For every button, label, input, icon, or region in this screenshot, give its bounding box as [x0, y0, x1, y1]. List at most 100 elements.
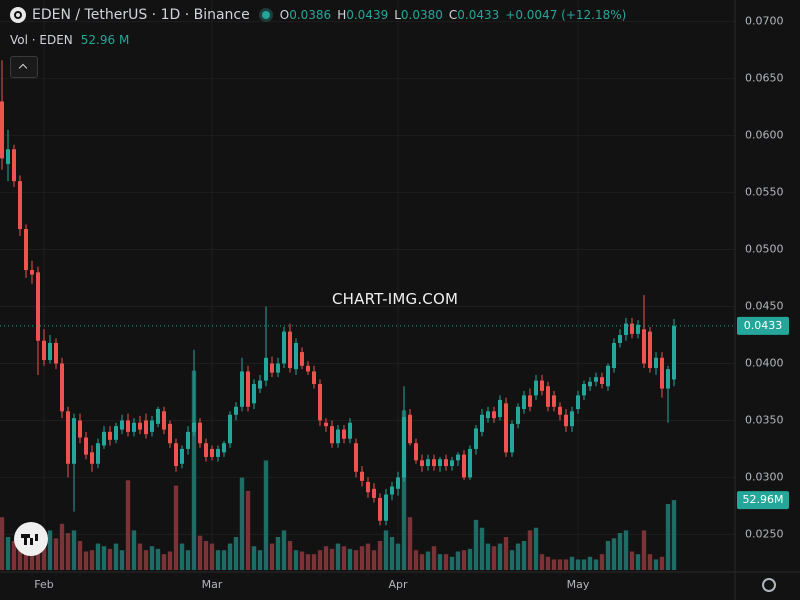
volume-bar: [71, 530, 77, 570]
candle-body: [210, 448, 214, 457]
volume-bar: [371, 550, 377, 570]
change-value: +0.0047 (+12.18%): [505, 8, 627, 22]
x-tick-label: May: [567, 578, 590, 591]
volume-bar: [299, 551, 305, 570]
candle-body: [588, 381, 592, 387]
candle-body: [198, 422, 202, 444]
candle-body: [168, 423, 172, 444]
candle-body: [12, 149, 16, 182]
candle-body: [366, 481, 370, 493]
volume-value: 52.96 M: [80, 33, 130, 47]
candle-body: [504, 403, 508, 453]
candle-body: [528, 395, 532, 407]
volume-bar: [239, 477, 245, 570]
volume-bar: [221, 550, 227, 570]
y-tick-label: 0.0600: [745, 129, 784, 142]
volume-bar: [575, 559, 581, 570]
candle-body: [84, 437, 88, 455]
candle-body: [294, 342, 298, 370]
volume-bar: [485, 543, 491, 570]
volume-bar: [437, 554, 443, 570]
candle-body: [642, 329, 646, 364]
candle-body: [192, 422, 196, 432]
volume-bar: [407, 517, 413, 570]
last-price-label: 0.0433: [744, 319, 783, 332]
volume-bar: [53, 538, 59, 570]
volume-bar: [665, 504, 671, 570]
volume-bar: [341, 546, 347, 570]
candle-body: [204, 443, 208, 457]
candle-body: [42, 340, 46, 361]
candle-body: [336, 429, 340, 444]
volume-bar: [137, 543, 143, 570]
candle-body: [624, 323, 628, 335]
y-tick-label: 0.0700: [745, 15, 784, 28]
volume-bar: [653, 559, 659, 570]
candle-body: [258, 380, 262, 389]
volume-bar: [179, 543, 185, 570]
candle-body: [666, 369, 670, 389]
candle-body: [456, 454, 460, 461]
candle-body: [54, 342, 58, 364]
candle-body: [318, 383, 322, 421]
volume-bar: [641, 530, 647, 570]
candle-body: [324, 422, 328, 427]
tradingview-logo[interactable]: [14, 522, 48, 556]
candle-body: [372, 488, 376, 498]
candle-body: [132, 422, 136, 432]
volume-bar: [29, 543, 35, 570]
candle-body: [444, 459, 448, 467]
volume-bar: [509, 550, 515, 570]
candle-body: [654, 357, 658, 369]
volume-bar: [41, 533, 47, 570]
close-value: 0.0433: [457, 8, 500, 22]
candle-body: [222, 443, 226, 453]
candle-body: [534, 380, 538, 396]
candle-body: [348, 422, 352, 439]
y-tick-label: 0.0650: [745, 72, 784, 85]
collapse-button[interactable]: [10, 56, 38, 78]
volume-bar: [353, 550, 359, 570]
candle-body: [606, 365, 610, 387]
volume-bar: [155, 548, 161, 570]
settings-button[interactable]: [762, 578, 776, 592]
volume-bar: [347, 548, 353, 570]
volume-bar: [605, 540, 611, 570]
volume-bar: [233, 537, 239, 570]
volume-bar: [401, 410, 407, 570]
volume-bar: [167, 551, 173, 570]
volume-bar: [143, 550, 149, 570]
candle-body: [24, 229, 28, 271]
volume-bar: [209, 543, 215, 570]
candle-body: [492, 411, 496, 419]
volume-bar: [5, 537, 11, 570]
volume-bar: [11, 540, 17, 570]
candle-body: [378, 497, 382, 521]
volume-bar: [551, 559, 557, 570]
candle-body: [618, 334, 622, 343]
volume-bar: [125, 480, 131, 570]
candle-body: [660, 357, 664, 389]
candle-body: [276, 363, 280, 373]
candle-body: [600, 377, 604, 384]
candle-body: [300, 352, 304, 366]
volume-bar: [659, 556, 665, 570]
symbol-title: EDEN / TetherUS · 1D · Binance: [32, 7, 250, 23]
candle-body: [426, 459, 430, 467]
candle-body: [396, 477, 400, 489]
candle-body: [648, 331, 652, 369]
volume-bar: [563, 559, 569, 570]
volume-bar: [647, 554, 653, 570]
candle-body: [432, 459, 436, 467]
volume-bar: [443, 554, 449, 570]
candle-body: [384, 494, 388, 521]
candle-body: [630, 323, 634, 334]
candle-body: [78, 420, 82, 438]
volume-bar: [323, 546, 329, 570]
volume-bar: [473, 519, 479, 570]
candle-body: [612, 342, 616, 369]
candle-body: [240, 371, 244, 407]
